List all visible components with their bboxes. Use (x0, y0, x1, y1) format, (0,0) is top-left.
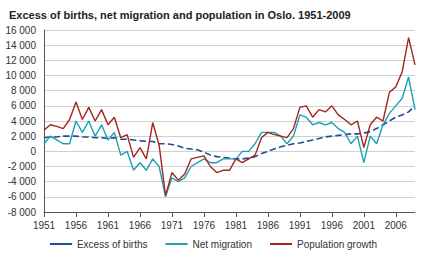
svg-text:14 000: 14 000 (5, 40, 36, 51)
svg-text:1971: 1971 (161, 220, 184, 231)
svg-text:1956: 1956 (65, 220, 88, 231)
svg-text:1976: 1976 (193, 220, 216, 231)
svg-text:16 000: 16 000 (5, 25, 36, 36)
svg-text:Population growth: Population growth (297, 239, 377, 250)
svg-text:-6 000: -6 000 (8, 191, 37, 202)
svg-text:8 000: 8 000 (11, 85, 36, 96)
svg-text:2 000: 2 000 (11, 131, 36, 142)
svg-text:10 000: 10 000 (5, 70, 36, 81)
svg-text:Excess of births, net migratio: Excess of births, net migration and popu… (9, 9, 351, 21)
svg-text:2006: 2006 (385, 220, 408, 231)
svg-text:12 000: 12 000 (5, 55, 36, 66)
svg-text:1996: 1996 (321, 220, 344, 231)
svg-text:Excess of births: Excess of births (77, 239, 148, 250)
svg-text:1961: 1961 (97, 220, 120, 231)
svg-text:0: 0 (30, 146, 36, 157)
svg-text:6 000: 6 000 (11, 100, 36, 111)
svg-text:1991: 1991 (289, 220, 312, 231)
svg-text:1966: 1966 (129, 220, 152, 231)
svg-text:1951: 1951 (33, 220, 56, 231)
svg-text:-4 000: -4 000 (8, 176, 37, 187)
svg-text:Net migration: Net migration (193, 239, 252, 250)
svg-text:-8 000: -8 000 (8, 207, 37, 218)
svg-text:1986: 1986 (257, 220, 280, 231)
svg-text:-2 000: -2 000 (8, 161, 37, 172)
svg-text:1981: 1981 (225, 220, 248, 231)
svg-text:4 000: 4 000 (11, 116, 36, 127)
svg-text:2001: 2001 (353, 220, 376, 231)
